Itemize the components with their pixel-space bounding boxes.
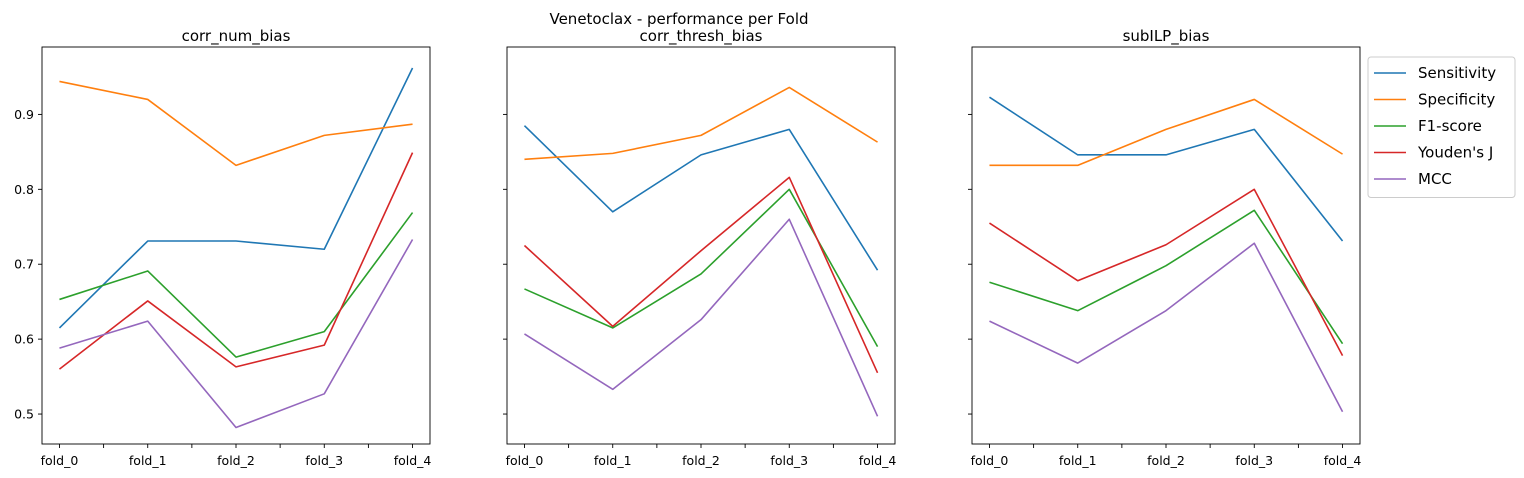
series-line-specificity	[989, 98, 1343, 167]
series-line-sensitivity	[58, 67, 414, 329]
series-line-youden-s-j	[523, 176, 879, 374]
series-line-sensitivity	[523, 125, 879, 271]
series-line-youden-s-j	[989, 188, 1344, 356]
axes-frame	[41, 46, 431, 445]
series-line-mcc	[59, 239, 414, 429]
x-tick-label: fold_3	[305, 453, 343, 468]
legend-item-youden-s-j: Youden's J	[1374, 144, 1493, 162]
axes-frame	[506, 46, 896, 445]
series-line-f1-score	[989, 209, 1344, 345]
series-line-youden-s-j	[58, 152, 414, 370]
series-line-specificity	[524, 86, 878, 161]
x-tick-label: fold_4	[859, 453, 897, 468]
x-tick-label: fold_2	[217, 453, 255, 468]
subplot-title: corr_num_bias	[182, 27, 291, 46]
y-tick-label: 0.9	[14, 107, 34, 122]
x-tick-label: fold_1	[594, 453, 632, 468]
series-line-specificity	[59, 80, 413, 167]
x-tick-label: fold_4	[1324, 453, 1362, 468]
series-line-mcc	[524, 218, 879, 417]
y-tick-label: 0.8	[14, 182, 34, 197]
legend-label: Sensitivity	[1418, 64, 1496, 82]
legend-item-sensitivity: Sensitivity	[1374, 64, 1496, 82]
x-tick-label: fold_1	[129, 453, 167, 468]
y-tick-label: 0.6	[14, 332, 34, 347]
x-tick-label: fold_2	[682, 453, 720, 468]
x-tick-label: fold_3	[770, 453, 808, 468]
y-tick-label: 0.7	[14, 257, 34, 272]
series-line-sensitivity	[989, 96, 1344, 242]
x-tick-label: fold_0	[506, 453, 544, 468]
y-tick-label: 0.5	[14, 407, 34, 422]
legend-box	[1367, 56, 1516, 198]
subplot-corr-thresh-bias: corr_thresh_bias fold_0 fold_1 fold_2 fold_3…	[503, 27, 896, 468]
legend-label: Youden's J	[1417, 144, 1493, 162]
legend-item-mcc: MCC	[1374, 170, 1452, 188]
x-tick-label: fold_4	[394, 453, 432, 468]
subplot-subilp-bias: subILP_bias fold_0 fold_1 fold_2 fold_3 fold_…	[968, 27, 1361, 468]
x-tick-label: fold_2	[1147, 453, 1185, 468]
subplot-title: corr_thresh_bias	[640, 27, 763, 46]
subplot-title: subILP_bias	[1123, 27, 1210, 46]
x-tick-label: fold_0	[971, 453, 1009, 468]
subplots: corr_num_bias fold_0 fold_1 fold_2 fold_3 fol…	[14, 27, 1361, 468]
figure-title: Venetoclax - performance per Fold	[549, 10, 808, 28]
series-line-mcc	[989, 242, 1344, 413]
legend: Sensitivity Specificity F1-score Youden's J…	[1367, 56, 1516, 198]
legend-item-specificity: Specificity	[1374, 91, 1495, 109]
legend-label: Specificity	[1418, 91, 1495, 109]
x-tick-label: fold_3	[1235, 453, 1273, 468]
series-line-f1-score	[59, 212, 414, 358]
subplot-corr-num-bias: corr_num_bias fold_0 fold_1 fold_2 fold_3 fol…	[14, 27, 431, 468]
legend-label: MCC	[1418, 170, 1452, 188]
x-tick-label: fold_0	[41, 453, 79, 468]
legend-item-f1-score: F1-score	[1374, 117, 1482, 135]
legend-label: F1-score	[1418, 117, 1482, 135]
series-line-f1-score	[524, 188, 879, 348]
x-tick-label: fold_1	[1059, 453, 1097, 468]
